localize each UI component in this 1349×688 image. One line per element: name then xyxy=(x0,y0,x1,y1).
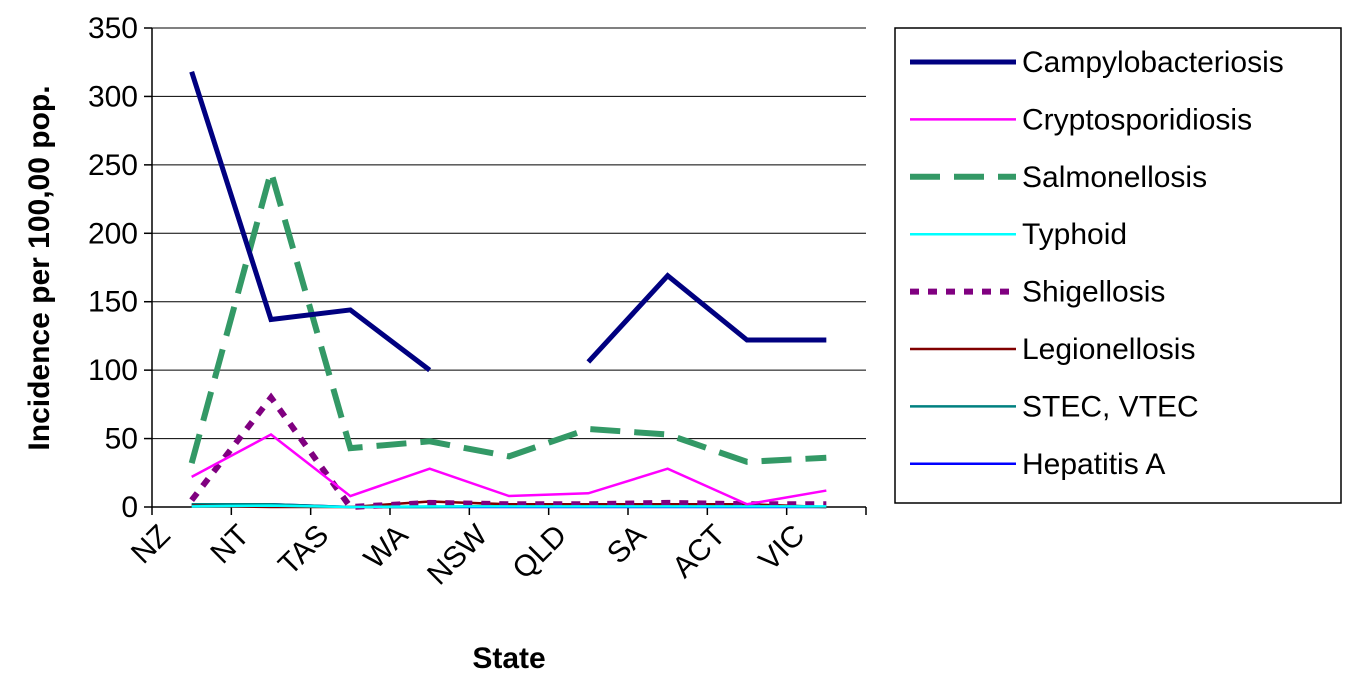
y-tick-label: 50 xyxy=(105,423,138,456)
x-tick-label: VIC xyxy=(753,519,812,578)
series-line-shigellosis xyxy=(189,392,827,511)
x-tick-label: NZ xyxy=(125,519,177,571)
legend-label-campylobacteriosis: Campylobacteriosis xyxy=(1022,46,1284,79)
series-line-campylobacteriosis xyxy=(189,71,827,373)
y-tick-label: 350 xyxy=(88,12,138,45)
legend-label-shigellosis: Shigellosis xyxy=(1022,276,1165,309)
legend-label-legionellosis: Legionellosis xyxy=(1022,333,1195,366)
y-tick-label: 100 xyxy=(88,354,138,387)
y-tick-label: 0 xyxy=(121,491,138,524)
series-lines xyxy=(188,71,827,511)
series-line-typhoid xyxy=(191,504,827,509)
y-tick-label: 200 xyxy=(88,217,138,250)
y-tick-label: 150 xyxy=(88,286,138,319)
x-tick-label: QLD xyxy=(506,519,573,586)
x-axis-title: State xyxy=(472,642,545,675)
y-axis-title: Incidence per 100,00 pop. xyxy=(23,85,56,450)
x-tick-label: TAS xyxy=(272,519,335,582)
y-tick-label: 250 xyxy=(88,149,138,182)
series-line-cryptosporidiosis xyxy=(191,432,827,506)
x-tick-label: WA xyxy=(358,519,415,576)
legend-label-hepatitis-a: Hepatitis A xyxy=(1022,448,1165,481)
legend-box xyxy=(894,27,1342,504)
gridlines xyxy=(152,27,866,508)
y-tick-label: 300 xyxy=(88,80,138,113)
legend-label-salmonellosis: Salmonellosis xyxy=(1022,161,1207,194)
legend-label-cryptosporidiosis: Cryptosporidiosis xyxy=(1022,103,1252,136)
y-tick-labels: 0 50 100 150 200 250 300 350 xyxy=(88,12,138,524)
legend-label-typhoid: Typhoid xyxy=(1022,218,1127,251)
x-tick-label: SA xyxy=(601,519,653,571)
x-tick-label: NT xyxy=(204,519,256,571)
legend-label-stec-vtec: STEC, VTEC xyxy=(1022,390,1199,423)
x-tick-labels: NZ NT TAS WA NSW QLD SA ACT VIC xyxy=(125,518,811,591)
axes xyxy=(144,27,867,515)
x-tick-label: ACT xyxy=(666,519,732,585)
series-line-salmonellosis xyxy=(188,160,827,465)
x-tick-label: NSW xyxy=(421,518,494,591)
legend: Campylobacteriosis Cryptosporidiosis Salmo… xyxy=(894,27,1342,504)
